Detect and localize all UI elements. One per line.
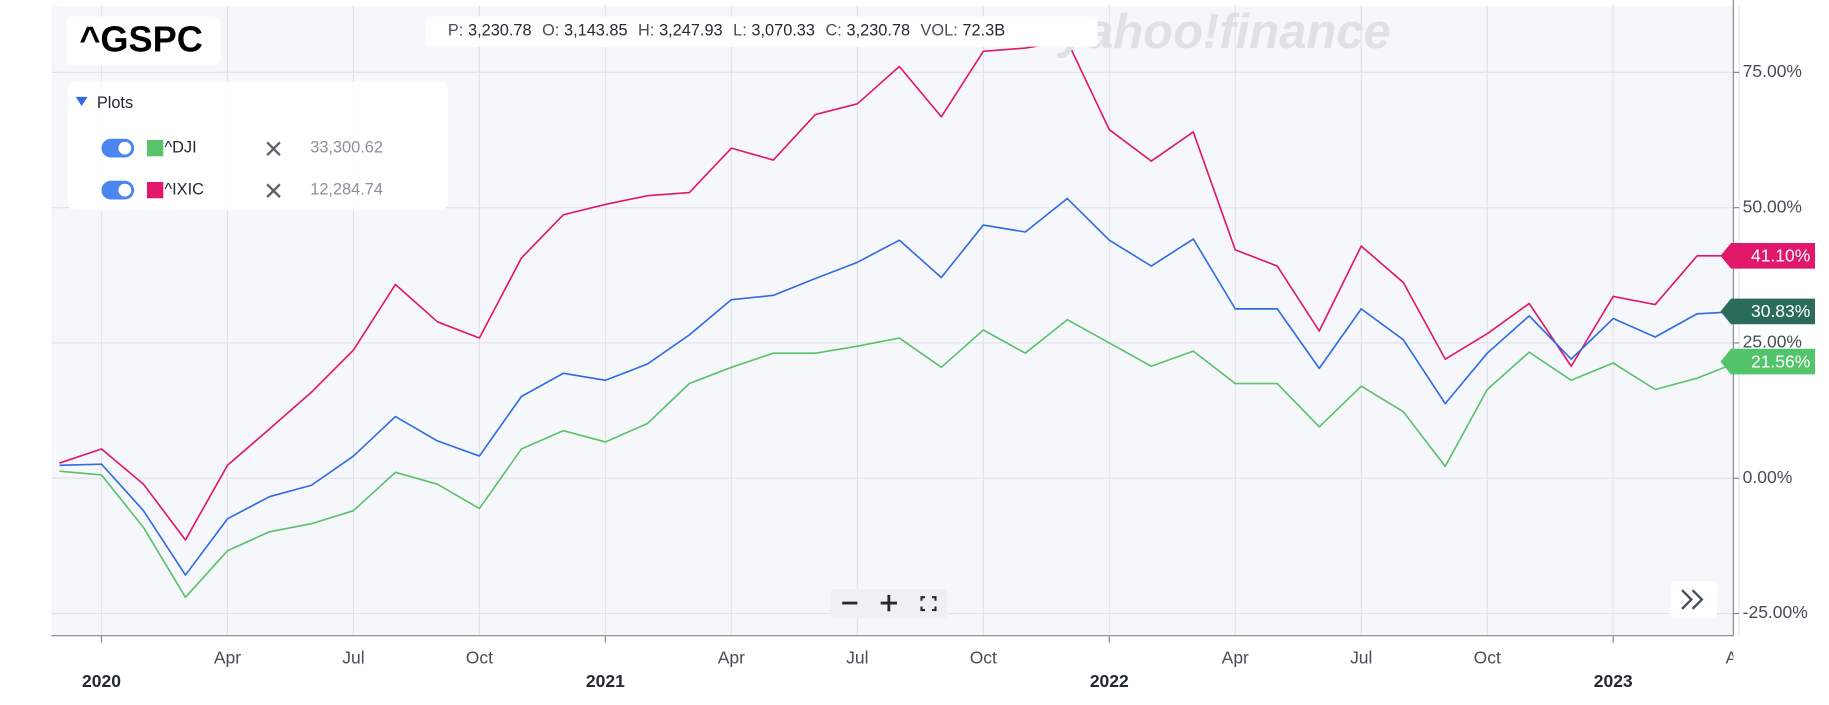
y-tick-label: 50.00% xyxy=(1743,196,1802,216)
x-year-label: 2022 xyxy=(1090,671,1129,691)
symbol: ^GSPC xyxy=(79,19,203,60)
fullscreen[interactable] xyxy=(920,596,937,612)
x-tick-label: Jul xyxy=(846,648,868,668)
last-value-tag xyxy=(1720,243,1815,269)
series-line xyxy=(59,197,1734,576)
x-tick-label: Apr xyxy=(1726,648,1753,668)
ohlc-value: 3,247.93 xyxy=(659,22,723,40)
x-tick-label: Apr xyxy=(1222,648,1249,668)
series-line xyxy=(59,318,1734,599)
last-value-tag xyxy=(1720,298,1815,325)
legend-quote: 12,284.74 xyxy=(310,180,383,198)
x-tick-label: Oct xyxy=(466,648,493,668)
ohlc-key: C: xyxy=(825,22,841,40)
x-tick-label: Apr xyxy=(718,648,745,668)
last-value-tag xyxy=(1720,348,1815,375)
ohlc-value: 3,230.78 xyxy=(846,22,910,40)
legend-quote: 33,300.62 xyxy=(310,138,383,156)
series-line xyxy=(59,40,1734,541)
y-labels: -25.00% 0.00% 25.00% 50.00% 75.00% xyxy=(1733,61,1808,622)
plots-list: ^DJI 33,300.62 ^IXIC 12,284.74 xyxy=(101,138,383,200)
ohlc-value: 3,070.33 xyxy=(751,22,815,40)
lines xyxy=(59,40,1734,599)
ohlc-key: P: xyxy=(448,22,463,40)
x-tick-label: Jul xyxy=(1350,648,1372,668)
x-tick-label: Oct xyxy=(970,648,997,668)
last-value-label: 41.10% xyxy=(1751,246,1810,266)
ohlc-text: P: 3,230.78 O: 3,143.85 H: 3,247.93 L: 3,070.33… xyxy=(448,22,1005,40)
ohlc-value: 72.3B xyxy=(962,22,1005,40)
ohlc-value: 3,143.85 xyxy=(564,22,628,40)
x-year-label: 2020 xyxy=(82,671,121,691)
legend-swatch xyxy=(146,181,164,199)
toggle-knob[interactable] xyxy=(118,141,132,155)
symbol-box xyxy=(66,16,221,66)
plots-panel xyxy=(67,81,448,210)
zoom-controls xyxy=(830,589,948,619)
x-labels: 2020 Apr Jul Oct 2021 Apr Jul Oct 2022 Apr Jul Oct 2… xyxy=(82,635,1753,691)
ohlc-value: 3,230.78 xyxy=(468,22,532,40)
ohlc-box xyxy=(425,16,1098,47)
ohlc-key: O: xyxy=(542,22,559,40)
x-year-label: 2023 xyxy=(1594,671,1633,691)
ohlc-key: L: xyxy=(733,22,747,40)
ohlc-key: H: xyxy=(638,22,654,40)
grid xyxy=(51,5,1740,636)
scroll-button-bg[interactable] xyxy=(1670,580,1718,619)
toggle-knob[interactable] xyxy=(118,183,132,197)
legend-swatch xyxy=(146,139,164,157)
remove-button[interactable] xyxy=(266,141,281,156)
x-year-label: 2021 xyxy=(586,671,625,691)
last-value-tags: 30.83% 21.56% 41.10% xyxy=(1720,243,1815,375)
watermark: yahoo!finance xyxy=(1056,5,1391,59)
ohlc-key: VOL: xyxy=(921,22,958,40)
remove-button[interactable] xyxy=(266,183,281,198)
legend-name: ^DJI xyxy=(164,138,196,156)
plots-title[interactable]: Plots xyxy=(97,94,133,112)
x-tick-label: Oct xyxy=(1474,648,1501,668)
plots-toggle[interactable] xyxy=(75,96,88,107)
scroll-right[interactable] xyxy=(1681,589,1704,610)
x-tick-label: Apr xyxy=(214,648,241,668)
last-value-label: 30.83% xyxy=(1751,301,1810,321)
last-value-label: 21.56% xyxy=(1751,351,1810,371)
y-tick-label: 75.00% xyxy=(1743,61,1802,81)
y-tick-label: 25.00% xyxy=(1743,332,1802,352)
y-tick-label: 0.00% xyxy=(1743,467,1793,487)
y-tick-label: -25.00% xyxy=(1743,602,1808,622)
legend-name: ^IXIC xyxy=(164,180,204,198)
x-tick-label: Jul xyxy=(342,648,364,668)
zoom-in[interactable] xyxy=(880,594,898,612)
